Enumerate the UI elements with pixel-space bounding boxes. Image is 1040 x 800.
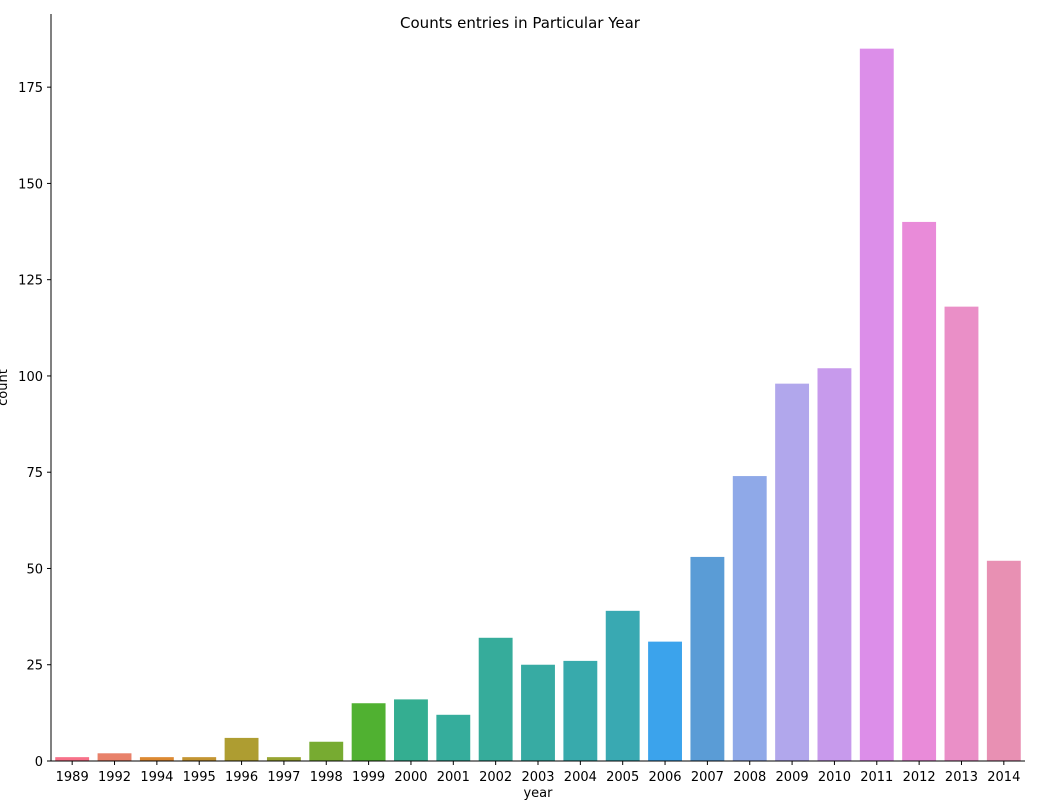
bar-2002 — [478, 637, 513, 761]
y-tick-label: 0 — [35, 755, 43, 770]
bar-1999 — [351, 703, 386, 761]
x-tick-label: 2011 — [860, 770, 893, 785]
bar-2004 — [563, 660, 598, 761]
bar-1995 — [182, 757, 217, 761]
x-tick-label: 1999 — [352, 770, 385, 785]
bar-2013 — [944, 306, 979, 761]
x-tick-label: 2006 — [648, 770, 681, 785]
x-tick-label: 1994 — [140, 770, 173, 785]
x-tick-label: 1998 — [310, 770, 343, 785]
bar-1989 — [55, 757, 90, 761]
x-tick-label: 2012 — [903, 770, 936, 785]
bar-2011 — [859, 48, 894, 761]
bar-2007 — [690, 556, 725, 761]
bar-2008 — [732, 476, 767, 761]
y-axis-label: count — [0, 369, 11, 406]
bar-1998 — [309, 741, 344, 761]
bar-2006 — [648, 641, 682, 761]
bar-1994 — [139, 757, 174, 761]
x-tick-label: 2003 — [521, 770, 554, 785]
bar-2009 — [775, 383, 810, 761]
y-tick-label: 100 — [18, 370, 43, 385]
bar-1997 — [266, 757, 301, 761]
y-axis-ticks: 0 25 50 75 100 125 150 175 — [18, 81, 51, 770]
y-tick-label: 50 — [26, 562, 43, 577]
x-axis-ticks: 1989 1992 1994 1995 1996 1997 1998 1999 2000 2001… — [56, 761, 1020, 785]
bar-2010 — [817, 368, 852, 761]
bar-1996 — [224, 737, 259, 761]
x-tick-label: 2014 — [987, 770, 1020, 785]
bar-2001 — [436, 714, 471, 761]
bar-2012 — [902, 221, 937, 761]
bars-group — [55, 48, 1021, 761]
x-tick-label: 2010 — [818, 770, 851, 785]
x-tick-label: 1989 — [56, 770, 89, 785]
y-tick-label: 25 — [26, 659, 43, 674]
x-tick-label: 2001 — [437, 770, 470, 785]
x-tick-label: 1995 — [183, 770, 216, 785]
x-axis-label: year — [523, 786, 553, 800]
y-tick-label: 175 — [18, 81, 43, 96]
x-tick-label: 1997 — [267, 770, 300, 785]
bar-2005 — [605, 610, 640, 761]
x-tick-label: 2007 — [691, 770, 724, 785]
x-tick-label: 2013 — [945, 770, 978, 785]
y-tick-label: 125 — [18, 274, 43, 289]
x-tick-label: 1996 — [225, 770, 258, 785]
x-tick-label: 1992 — [98, 770, 131, 785]
chart-title: Counts entries in Particular Year — [400, 14, 641, 32]
x-tick-label: 2004 — [564, 770, 597, 785]
x-tick-label: 2008 — [733, 770, 766, 785]
bar-2014 — [986, 560, 1021, 761]
bar-2003 — [521, 664, 555, 761]
x-tick-label: 2002 — [479, 770, 512, 785]
x-tick-label: 2009 — [776, 770, 809, 785]
x-tick-label: 2000 — [394, 770, 427, 785]
x-tick-label: 2005 — [606, 770, 639, 785]
y-tick-label: 75 — [26, 466, 43, 481]
bar-1992 — [97, 753, 132, 761]
bar-2000 — [394, 699, 428, 761]
y-tick-label: 150 — [18, 177, 43, 192]
